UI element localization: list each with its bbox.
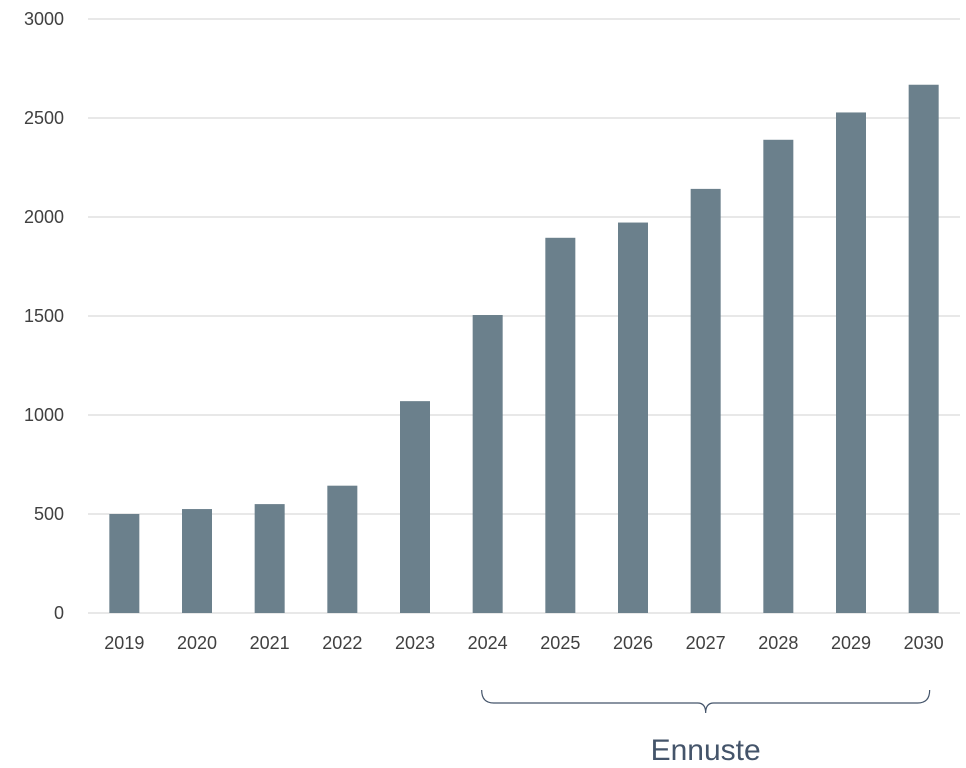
bar-2029 <box>836 112 866 614</box>
x-tick-label: 2021 <box>250 633 290 653</box>
forecast-bracket <box>481 689 931 714</box>
x-tick-label: 2019 <box>104 633 144 653</box>
y-tick-label: 2500 <box>24 108 64 128</box>
x-tick-label: 2023 <box>395 633 435 653</box>
forecast-label: Ennuste <box>651 734 761 763</box>
bar-2019 <box>109 514 140 613</box>
gridlines <box>88 18 960 614</box>
y-tick-label: 2000 <box>24 207 64 227</box>
x-tick-label: 2027 <box>686 633 726 653</box>
y-tick-label: 0 <box>54 603 64 623</box>
bar-2024 <box>472 315 503 613</box>
bar-2020 <box>182 509 212 613</box>
bar-2026 <box>618 222 648 613</box>
bar-2030 <box>908 84 939 613</box>
bar-2022 <box>327 485 358 613</box>
x-axis-tick-labels: 2019 2020 2021 2022 2023 2024 2025 2026 2027 2028… <box>104 633 943 653</box>
bar-2028 <box>763 139 794 613</box>
x-tick-label: 2025 <box>540 633 580 653</box>
bar-2025 <box>545 237 576 614</box>
x-tick-label: 2029 <box>831 633 871 653</box>
x-tick-label: 2024 <box>468 633 508 653</box>
y-tick-label: 3000 <box>24 9 64 29</box>
bar-2027 <box>690 188 721 613</box>
x-tick-label: 2026 <box>613 633 653 653</box>
bars <box>109 84 939 614</box>
bar-2021 <box>254 504 285 613</box>
y-tick-label: 500 <box>34 504 64 524</box>
y-tick-label: 1000 <box>24 405 64 425</box>
y-tick-label: 1500 <box>24 306 64 326</box>
x-tick-label: 2030 <box>904 633 944 653</box>
y-axis-tick-labels: 0 500 1000 1500 2000 2500 3000 <box>24 9 64 623</box>
x-tick-label: 2022 <box>322 633 362 653</box>
forecast-annotation: Ennuste <box>481 689 931 767</box>
bar-2023 <box>400 401 430 613</box>
x-tick-label: 2020 <box>177 633 217 653</box>
x-tick-label: 2028 <box>758 633 798 653</box>
